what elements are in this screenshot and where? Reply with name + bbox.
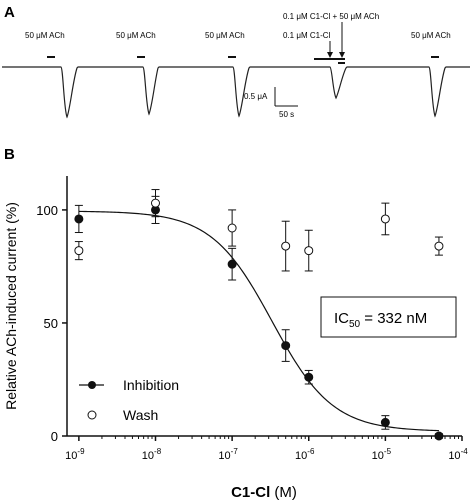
- panel-a-letter: A: [4, 4, 15, 21]
- x-tick-label: 10-8: [142, 447, 162, 462]
- wash-point: [380, 214, 390, 224]
- ach-label-3: 50 μM ACh: [205, 31, 245, 40]
- wash-point: [304, 246, 314, 256]
- legend-inhibition-marker: [88, 381, 96, 389]
- ic50-box: [320, 296, 457, 338]
- arrow-combo-head: [339, 52, 345, 58]
- scale-current-label: 0.5 μA: [244, 92, 268, 101]
- y-axis-title: Relative ACh-induced current (%): [3, 202, 19, 410]
- legend-wash-label: Wash: [123, 407, 158, 423]
- inhibition-point: [380, 417, 390, 427]
- y-tick-label: 0: [51, 429, 58, 444]
- x-tick-label: 10-9: [65, 447, 85, 462]
- wash-point: [74, 246, 84, 256]
- combo-label-bottom: 0.1 μM C1-Cl: [283, 31, 331, 40]
- wash-point: [227, 223, 237, 233]
- x-tick-label: 10-5: [372, 447, 392, 462]
- inhibition-point: [304, 372, 314, 382]
- inhibition-point: [281, 341, 291, 351]
- legend: Inhibition Wash: [79, 377, 179, 423]
- x-ticks: 10-9 10-8 10-7 10-6 10-5 10-4: [65, 436, 468, 462]
- x-axis-title: C1-Cl (M): [231, 484, 297, 500]
- wash-point: [434, 241, 444, 251]
- fit-curve: [78, 210, 439, 432]
- arrow-drug-head: [327, 52, 333, 58]
- legend-wash-marker: [87, 410, 97, 420]
- wash-point: [150, 198, 160, 208]
- x-tick-label: 10-7: [218, 447, 238, 462]
- panel-b-letter: B: [4, 146, 15, 163]
- chart: 0 50 100 10-9 10-8 10-7 10-6 10-5 10-4: [36, 176, 468, 462]
- y-tick-label: 50: [44, 316, 58, 331]
- data-points: [74, 189, 444, 441]
- x-tick-label: 10-4: [448, 447, 468, 462]
- x-tick-label: 10-6: [295, 447, 315, 462]
- inhibition-point: [434, 431, 444, 441]
- wash-point: [281, 241, 291, 251]
- y-ticks: 0 50 100: [36, 203, 67, 444]
- scale-time-label: 50 s: [279, 110, 294, 119]
- combo-label-top: 0.1 μM C1-Cl + 50 μM ACh: [283, 12, 379, 21]
- inhibition-point: [227, 259, 237, 269]
- y-tick-label: 100: [36, 203, 58, 218]
- ic50-label: IC50 = 332 nM: [334, 310, 427, 330]
- ach-label-1: 50 μM ACh: [25, 31, 65, 40]
- ach-label-4: 50 μM ACh: [411, 31, 451, 40]
- legend-inhibition-label: Inhibition: [123, 377, 179, 393]
- ach-label-2: 50 μM ACh: [116, 31, 156, 40]
- inhibition-point: [74, 214, 84, 224]
- current-trace: [2, 66, 470, 119]
